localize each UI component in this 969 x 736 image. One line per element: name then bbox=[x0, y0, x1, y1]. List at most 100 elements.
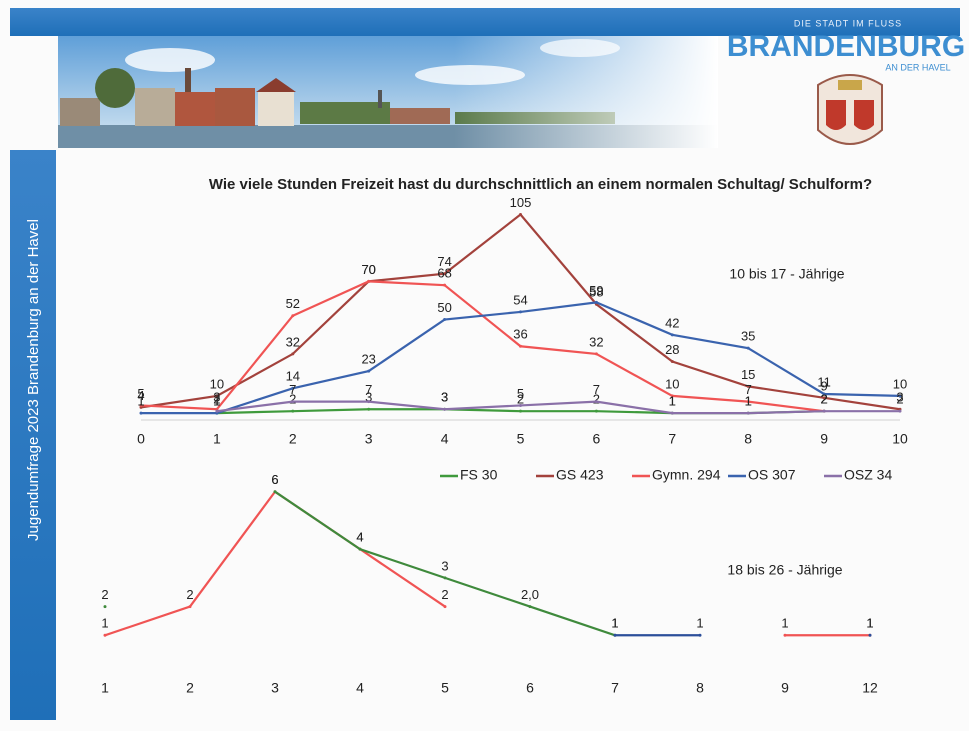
brand-subname: AN DER HAVEL bbox=[885, 62, 950, 72]
data-label: 11 bbox=[817, 374, 831, 389]
data-label: 36 bbox=[513, 327, 527, 342]
chart-title: Wie viele Stunden Freizeit hast du durch… bbox=[209, 176, 872, 193]
x-tick-label: 9 bbox=[820, 431, 828, 447]
data-point bbox=[359, 548, 362, 551]
data-label: 7 bbox=[289, 382, 296, 397]
data-point bbox=[274, 490, 277, 493]
data-label: 1 bbox=[101, 616, 108, 631]
x-tick-label: 8 bbox=[696, 680, 704, 696]
data-point bbox=[823, 410, 826, 413]
data-point bbox=[104, 605, 107, 608]
data-point bbox=[595, 400, 598, 403]
data-label: 2 bbox=[213, 392, 220, 407]
data-label: 10 bbox=[665, 376, 679, 391]
data-label: 52 bbox=[286, 296, 300, 311]
legend-label: OS 307 bbox=[748, 467, 796, 483]
annotation: 10 bis 17 - Jährige bbox=[729, 266, 844, 282]
x-tick-label: 4 bbox=[356, 680, 364, 696]
data-label: 70 bbox=[361, 262, 375, 277]
data-point bbox=[747, 412, 750, 415]
slide: Jugendumfrage 2023 Brandenburg an der Ha… bbox=[0, 0, 969, 731]
data-point bbox=[443, 318, 446, 321]
data-point bbox=[614, 634, 617, 637]
data-label: 2,0 bbox=[521, 587, 539, 602]
data-point bbox=[699, 634, 702, 637]
data-label: 32 bbox=[286, 334, 300, 349]
data-label: 3 bbox=[441, 390, 448, 405]
data-point bbox=[595, 410, 598, 413]
data-point bbox=[519, 213, 522, 216]
data-label: 3 bbox=[441, 558, 448, 573]
x-tick-label: 12 bbox=[862, 680, 878, 696]
data-label: 1 bbox=[745, 394, 752, 409]
banner-photo bbox=[58, 36, 718, 148]
data-label: 2 bbox=[186, 587, 193, 602]
legend-label: GS 423 bbox=[556, 467, 604, 483]
data-point bbox=[869, 634, 872, 637]
data-point bbox=[367, 400, 370, 403]
data-label: 2 bbox=[101, 587, 108, 602]
data-label: 68 bbox=[437, 266, 451, 281]
data-point bbox=[899, 410, 902, 413]
data-label: 7 bbox=[365, 382, 372, 397]
data-point bbox=[519, 404, 522, 407]
data-label: 2 bbox=[896, 392, 903, 407]
data-label: 23 bbox=[361, 352, 375, 367]
x-tick-label: 6 bbox=[593, 431, 601, 447]
data-label: 4 bbox=[356, 530, 363, 545]
data-label: 6 bbox=[271, 472, 278, 487]
x-tick-label: 3 bbox=[271, 680, 279, 696]
x-tick-label: 8 bbox=[744, 431, 752, 447]
brand-tagline: DIE STADT IM FLUSS bbox=[794, 18, 902, 28]
data-label: 32 bbox=[589, 334, 603, 349]
x-tick-label: 0 bbox=[137, 431, 145, 447]
data-point bbox=[291, 314, 294, 317]
x-tick-label: 2 bbox=[289, 431, 297, 447]
data-label: 28 bbox=[665, 342, 679, 357]
x-tick-label: 4 bbox=[441, 431, 449, 447]
data-label: 5 bbox=[517, 386, 524, 401]
data-label: 50 bbox=[437, 300, 451, 315]
data-point bbox=[215, 410, 218, 413]
data-point bbox=[367, 408, 370, 411]
data-label: 1 bbox=[137, 394, 144, 409]
data-point bbox=[529, 605, 532, 608]
x-tick-label: 7 bbox=[668, 431, 676, 447]
data-point bbox=[140, 412, 143, 415]
data-label: 35 bbox=[741, 329, 755, 344]
data-label: 54 bbox=[513, 292, 527, 307]
data-point bbox=[291, 410, 294, 413]
x-tick-label: 6 bbox=[526, 680, 534, 696]
data-point bbox=[444, 576, 447, 579]
data-label: 1 bbox=[696, 616, 703, 631]
data-point bbox=[367, 370, 370, 373]
data-point bbox=[291, 400, 294, 403]
data-label: 15 bbox=[741, 367, 755, 382]
data-label: 59 bbox=[589, 283, 603, 298]
data-point bbox=[519, 345, 522, 348]
legend-label: Gymn. 294 bbox=[652, 467, 721, 483]
data-point bbox=[519, 310, 522, 313]
data-point bbox=[443, 284, 446, 287]
data-label: 1 bbox=[781, 616, 788, 631]
data-point bbox=[444, 605, 447, 608]
data-label: 10 bbox=[893, 376, 907, 391]
data-label: 42 bbox=[665, 315, 679, 330]
coat-of-arms bbox=[818, 75, 882, 144]
data-label: 2 bbox=[441, 587, 448, 602]
x-tick-label: 1 bbox=[213, 431, 221, 447]
data-label: 2 bbox=[820, 392, 827, 407]
legend-label: FS 30 bbox=[460, 467, 498, 483]
x-tick-label: 9 bbox=[781, 680, 789, 696]
data-point bbox=[595, 352, 598, 355]
data-label: 1 bbox=[866, 616, 873, 631]
data-point bbox=[671, 412, 674, 415]
data-point bbox=[443, 408, 446, 411]
side-title: Jugendumfrage 2023 Brandenburg an der Ha… bbox=[25, 219, 42, 541]
data-point bbox=[747, 347, 750, 350]
data-point bbox=[671, 333, 674, 336]
data-point bbox=[367, 280, 370, 283]
x-tick-label: 10 bbox=[892, 431, 908, 447]
data-point bbox=[104, 634, 107, 637]
annotation: 18 bis 26 - Jährige bbox=[727, 562, 842, 578]
